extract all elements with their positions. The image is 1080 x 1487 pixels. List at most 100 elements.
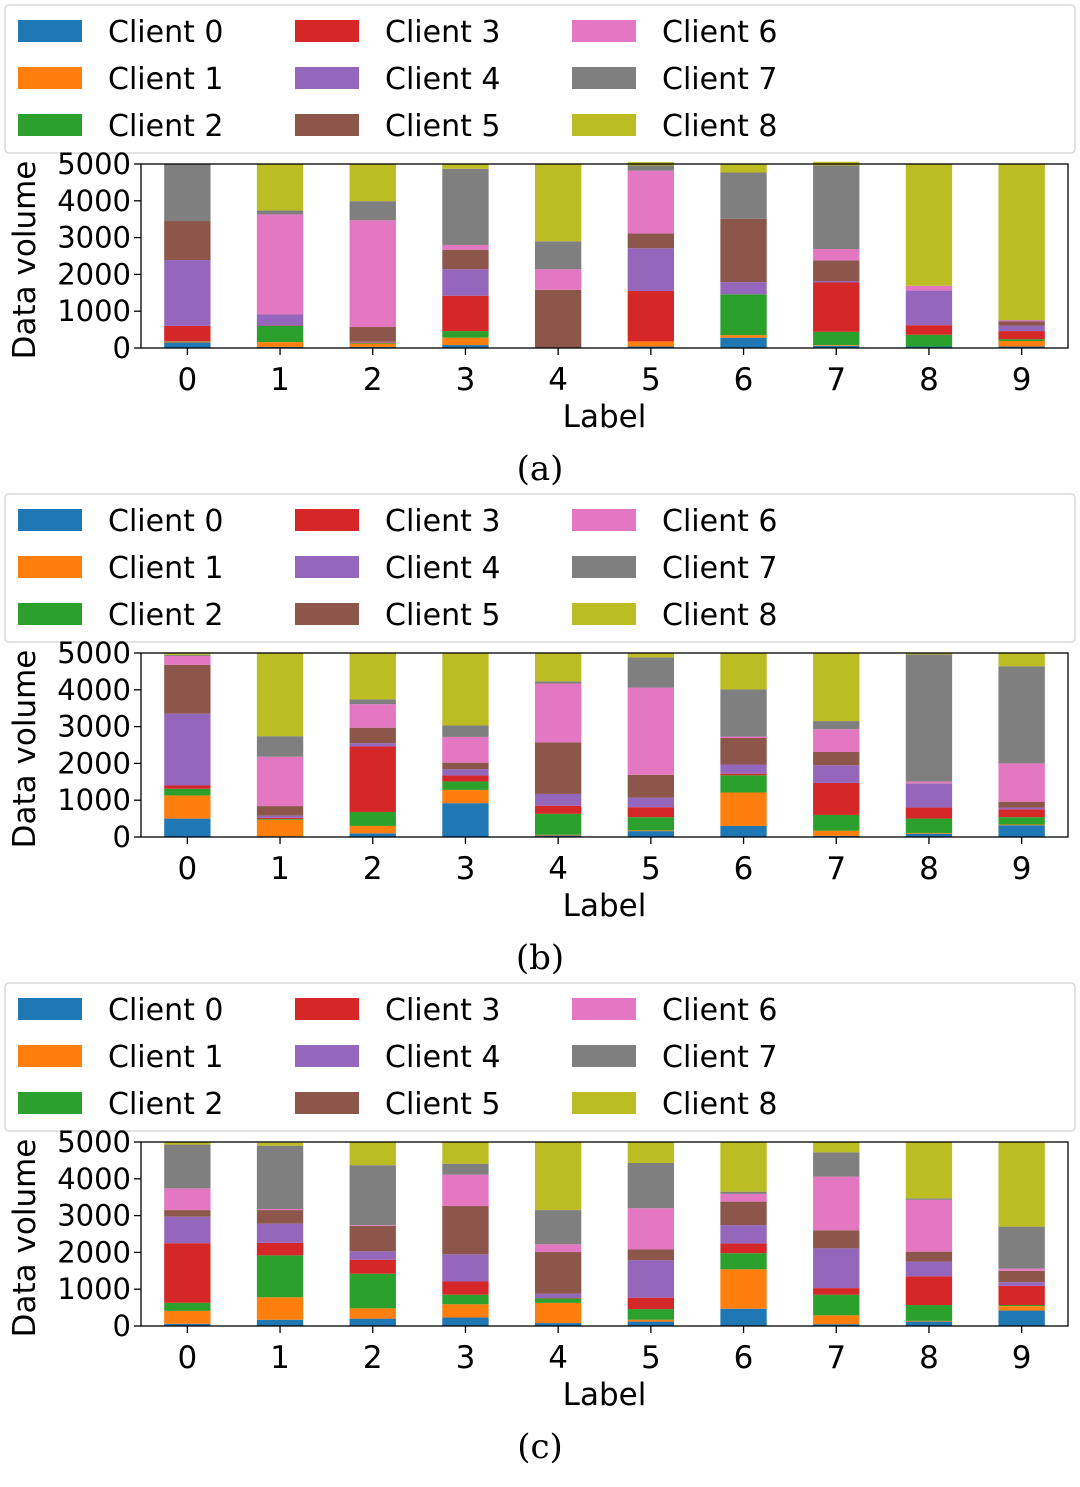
bar-segment <box>813 729 860 752</box>
x-tick-label: 1 <box>270 1340 290 1376</box>
bar-segment <box>905 164 953 286</box>
bar-segment <box>998 807 1045 810</box>
legend-swatch <box>18 114 82 136</box>
x-axis: 0 1 2 3 4 5 6 7 8 9 <box>177 348 1032 398</box>
bar-segment <box>256 806 304 816</box>
bar-segment <box>349 727 396 744</box>
bar-segment <box>813 1294 860 1316</box>
stacked-bar-chart: Client 0 Client 1 Client 2 Client 3 Client 4… <box>4 4 1076 489</box>
legend-label: Client 1 <box>108 1040 223 1075</box>
bar-segment <box>813 765 860 783</box>
bar-segment <box>627 1321 675 1326</box>
bar-segment <box>349 343 396 347</box>
x-tick-label: 2 <box>363 362 383 398</box>
bar-segment <box>720 1269 767 1309</box>
bar-segment <box>720 1191 767 1194</box>
bar-segment <box>256 164 304 211</box>
bar-segment <box>813 653 860 722</box>
chart-panel-a: Client 0 Client 1 Client 2 Client 3 Client 4… <box>0 0 1080 489</box>
legend-label: Client 2 <box>108 598 223 633</box>
bar-segment <box>998 1270 1045 1283</box>
bar-segment <box>164 654 211 656</box>
x-tick-label: 0 <box>177 851 197 887</box>
bar-segment <box>813 1288 860 1295</box>
bar-segment <box>905 1305 953 1321</box>
bar-segment <box>349 1225 396 1226</box>
bar-segment <box>998 1310 1045 1326</box>
bar-segment <box>905 807 953 819</box>
bar-segment <box>627 233 675 249</box>
plot-frame <box>140 163 1069 349</box>
bar-segment <box>442 1281 489 1295</box>
legend-label: Client 7 <box>662 1040 777 1075</box>
bar-segment <box>905 833 953 837</box>
legend-label: Client 8 <box>662 1087 777 1122</box>
bar-segment <box>349 833 396 837</box>
legend-label: Client 0 <box>108 993 223 1028</box>
x-tick-label: 2 <box>363 851 383 887</box>
legend-label: Client 0 <box>108 504 223 539</box>
bar-segment <box>813 1142 860 1153</box>
bar-segment <box>813 751 860 766</box>
bar-segment <box>720 1142 767 1192</box>
x-axis: 0 1 2 3 4 5 6 7 8 9 <box>177 1326 1032 1376</box>
legend-swatch <box>572 556 636 578</box>
bar-segment <box>164 221 211 261</box>
x-tick-label: 6 <box>734 1340 754 1376</box>
x-axis-label: Label <box>563 1377 647 1413</box>
x-tick-label: 9 <box>1012 362 1032 398</box>
bar-segment <box>164 1302 211 1311</box>
bar-segment <box>813 1176 860 1231</box>
bar-segment <box>534 1142 582 1211</box>
bar-segment <box>627 830 675 832</box>
legend-label: Client 6 <box>662 504 777 539</box>
bar-segment <box>627 1208 675 1250</box>
legend-swatch <box>295 114 359 136</box>
legend: Client 0 Client 1 Client 2 Client 3 Client 4… <box>4 982 1076 1132</box>
x-tick-label: 7 <box>826 362 846 398</box>
x-tick-label: 8 <box>919 362 939 398</box>
bar-segment <box>164 795 211 819</box>
bar-segment <box>256 1297 304 1320</box>
bar-segment <box>164 260 211 326</box>
legend-label: Client 1 <box>108 62 223 97</box>
bars <box>164 652 1045 837</box>
legend-swatch <box>295 1045 359 1067</box>
bar-segment <box>442 249 489 270</box>
bar-segment <box>998 809 1045 818</box>
y-tick-label: 2000 <box>57 746 131 780</box>
bar-segment <box>534 289 582 348</box>
bar-segment <box>998 666 1045 764</box>
bar-segment <box>627 341 675 347</box>
bar-segment <box>720 764 767 774</box>
bar-segment <box>349 825 396 834</box>
chart-panel-c: Client 0 Client 1 Client 2 Client 3 Client 4… <box>0 978 1080 1487</box>
bar-segment <box>442 762 489 770</box>
bar-segment <box>256 1255 304 1298</box>
x-axis-label: Label <box>563 888 647 924</box>
x-tick-label: 4 <box>548 851 568 887</box>
bar-segment <box>349 1273 396 1309</box>
x-tick-label: 5 <box>641 362 661 398</box>
legend-swatch <box>572 603 636 625</box>
bar-segment <box>905 1261 953 1277</box>
bar-segment <box>998 341 1045 347</box>
bar-segment <box>349 746 396 812</box>
legend-swatch <box>18 20 82 42</box>
bar-segment <box>627 831 675 837</box>
bar-segment <box>627 807 675 818</box>
legend-swatch <box>295 20 359 42</box>
legend-label: Client 8 <box>662 109 777 144</box>
bars <box>164 161 1045 348</box>
bar-segment <box>998 817 1045 825</box>
bar-segment <box>349 811 396 826</box>
bar-segment <box>905 285 953 291</box>
legend-label: Client 0 <box>108 15 223 50</box>
x-tick-label: 5 <box>641 851 661 887</box>
bar-segment <box>998 339 1045 342</box>
bar-segment <box>349 1225 396 1252</box>
legend-label: Client 7 <box>662 62 777 97</box>
x-tick-label: 6 <box>734 362 754 398</box>
x-tick-label: 4 <box>548 1340 568 1376</box>
bar-segment <box>164 1142 211 1145</box>
